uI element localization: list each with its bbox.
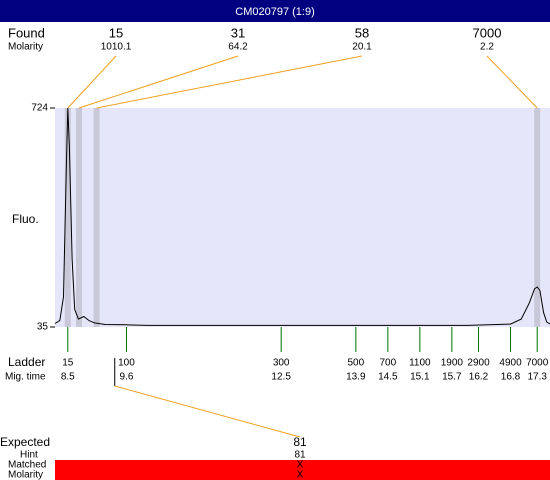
peak-band	[93, 108, 100, 327]
found-connector	[78, 55, 239, 109]
ladder-time: 8.5	[61, 372, 75, 383]
y-tick-label: 724	[31, 103, 48, 114]
ladder-size: 1900	[441, 358, 464, 369]
ladder-time: 15.1	[410, 372, 430, 383]
ladder-size: 300	[273, 358, 290, 369]
y-axis-label: Fluo.	[12, 212, 39, 226]
ladder-time: 14.5	[378, 372, 398, 383]
found-size: 7000	[473, 25, 502, 40]
found-connector	[96, 55, 363, 109]
found-molarity: 20.1	[352, 42, 372, 53]
ladder-size: 100	[118, 358, 135, 369]
trace	[54, 107, 550, 326]
match-bar	[55, 460, 550, 480]
found-size: 31	[231, 25, 245, 40]
ladder-size: 1100	[409, 358, 431, 369]
y-tick-label: 35	[37, 322, 49, 333]
found-connector	[67, 55, 117, 109]
ladder-time: 13.9	[346, 372, 366, 383]
found-sublabel: Molarity	[8, 42, 43, 53]
ladder-size: 500	[347, 358, 364, 369]
hint-value: 81	[294, 450, 306, 461]
ladder-label: Ladder	[8, 355, 45, 369]
found-size: 58	[355, 25, 369, 40]
ladder-size: 4900	[499, 358, 522, 369]
ladder-time: 15.7	[442, 372, 462, 383]
ladder-sublabel: Mig. time	[5, 372, 46, 383]
ladder-time: 16.2	[469, 372, 489, 383]
peak-band	[64, 108, 71, 327]
found-molarity: 64.2	[228, 42, 248, 53]
found-molarity: 2.2	[480, 42, 494, 53]
found-label: Found	[8, 25, 45, 40]
molarity-value: X	[297, 470, 304, 480]
found-molarity: 1010.1	[101, 42, 132, 53]
matched-label: Matched	[8, 460, 46, 471]
matched-value: X	[297, 460, 304, 471]
peak-band	[534, 108, 541, 327]
peak-band	[76, 108, 83, 327]
ladder-size: 700	[380, 358, 397, 369]
title-bar	[0, 0, 550, 22]
ladder-size: 7000	[526, 358, 549, 369]
ladder-time: 12.5	[271, 372, 291, 383]
ladder-time: 17.3	[527, 372, 547, 383]
title: CM020797 (1:9)	[235, 6, 315, 18]
molarity-label: Molarity	[8, 470, 43, 480]
ladder-time: 16.8	[501, 372, 521, 383]
ladder-size: 2900	[467, 358, 490, 369]
ladder-time: 9.6	[120, 372, 134, 383]
found-connector	[486, 55, 538, 109]
ladder-size: 15	[62, 358, 74, 369]
expected-label: Expected	[0, 435, 50, 449]
plot-area	[55, 108, 550, 327]
hint-label: Hint	[20, 450, 38, 461]
expected-connector	[114, 385, 301, 438]
found-size: 15	[109, 25, 123, 40]
expected-value: 81	[293, 435, 307, 449]
